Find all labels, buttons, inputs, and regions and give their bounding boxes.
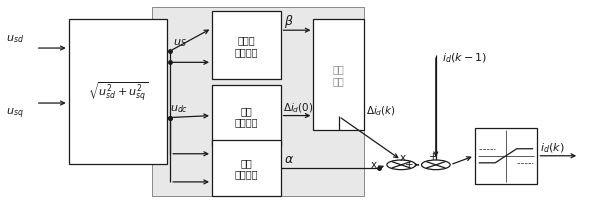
Text: $u_{sd}$: $u_{sd}$ (6, 33, 24, 45)
Text: $i_d(k)$: $i_d(k)$ (540, 140, 565, 154)
Text: $\alpha$: $\alpha$ (284, 153, 294, 165)
Text: x: x (400, 152, 406, 162)
Text: x: x (371, 159, 377, 169)
Text: $u_{dc}$: $u_{dc}$ (170, 103, 188, 115)
Text: $\Delta i_d(0)$: $\Delta i_d(0)$ (283, 101, 313, 115)
Text: $u_{sq}$: $u_{sq}$ (6, 106, 24, 121)
Bar (475, 128, 537, 184)
Text: 计算
步长: 计算 步长 (333, 64, 344, 86)
Text: $\beta$: $\beta$ (284, 13, 293, 29)
Bar (212, 86, 281, 146)
Bar (212, 140, 281, 196)
Bar (69, 20, 167, 164)
Text: +: + (405, 159, 414, 169)
Text: $u_S$: $u_S$ (173, 37, 187, 49)
Text: $\sqrt{u_{sd}^2+u_{sq}^2}$: $\sqrt{u_{sd}^2+u_{sq}^2}$ (88, 80, 148, 104)
Text: +: + (429, 152, 437, 162)
Bar (313, 20, 364, 130)
Bar (212, 12, 281, 80)
Bar (152, 8, 364, 196)
Circle shape (387, 160, 416, 170)
Text: 计算
方向系数: 计算 方向系数 (235, 157, 258, 179)
Text: $i_d(k-1)$: $i_d(k-1)$ (442, 51, 487, 65)
Text: 确定变
步长系数: 确定变 步长系数 (235, 35, 258, 57)
Circle shape (421, 160, 450, 170)
Text: 确定
初始步长: 确定 初始步长 (235, 105, 258, 127)
Text: $\Delta i_d(k)$: $\Delta i_d(k)$ (366, 104, 396, 118)
